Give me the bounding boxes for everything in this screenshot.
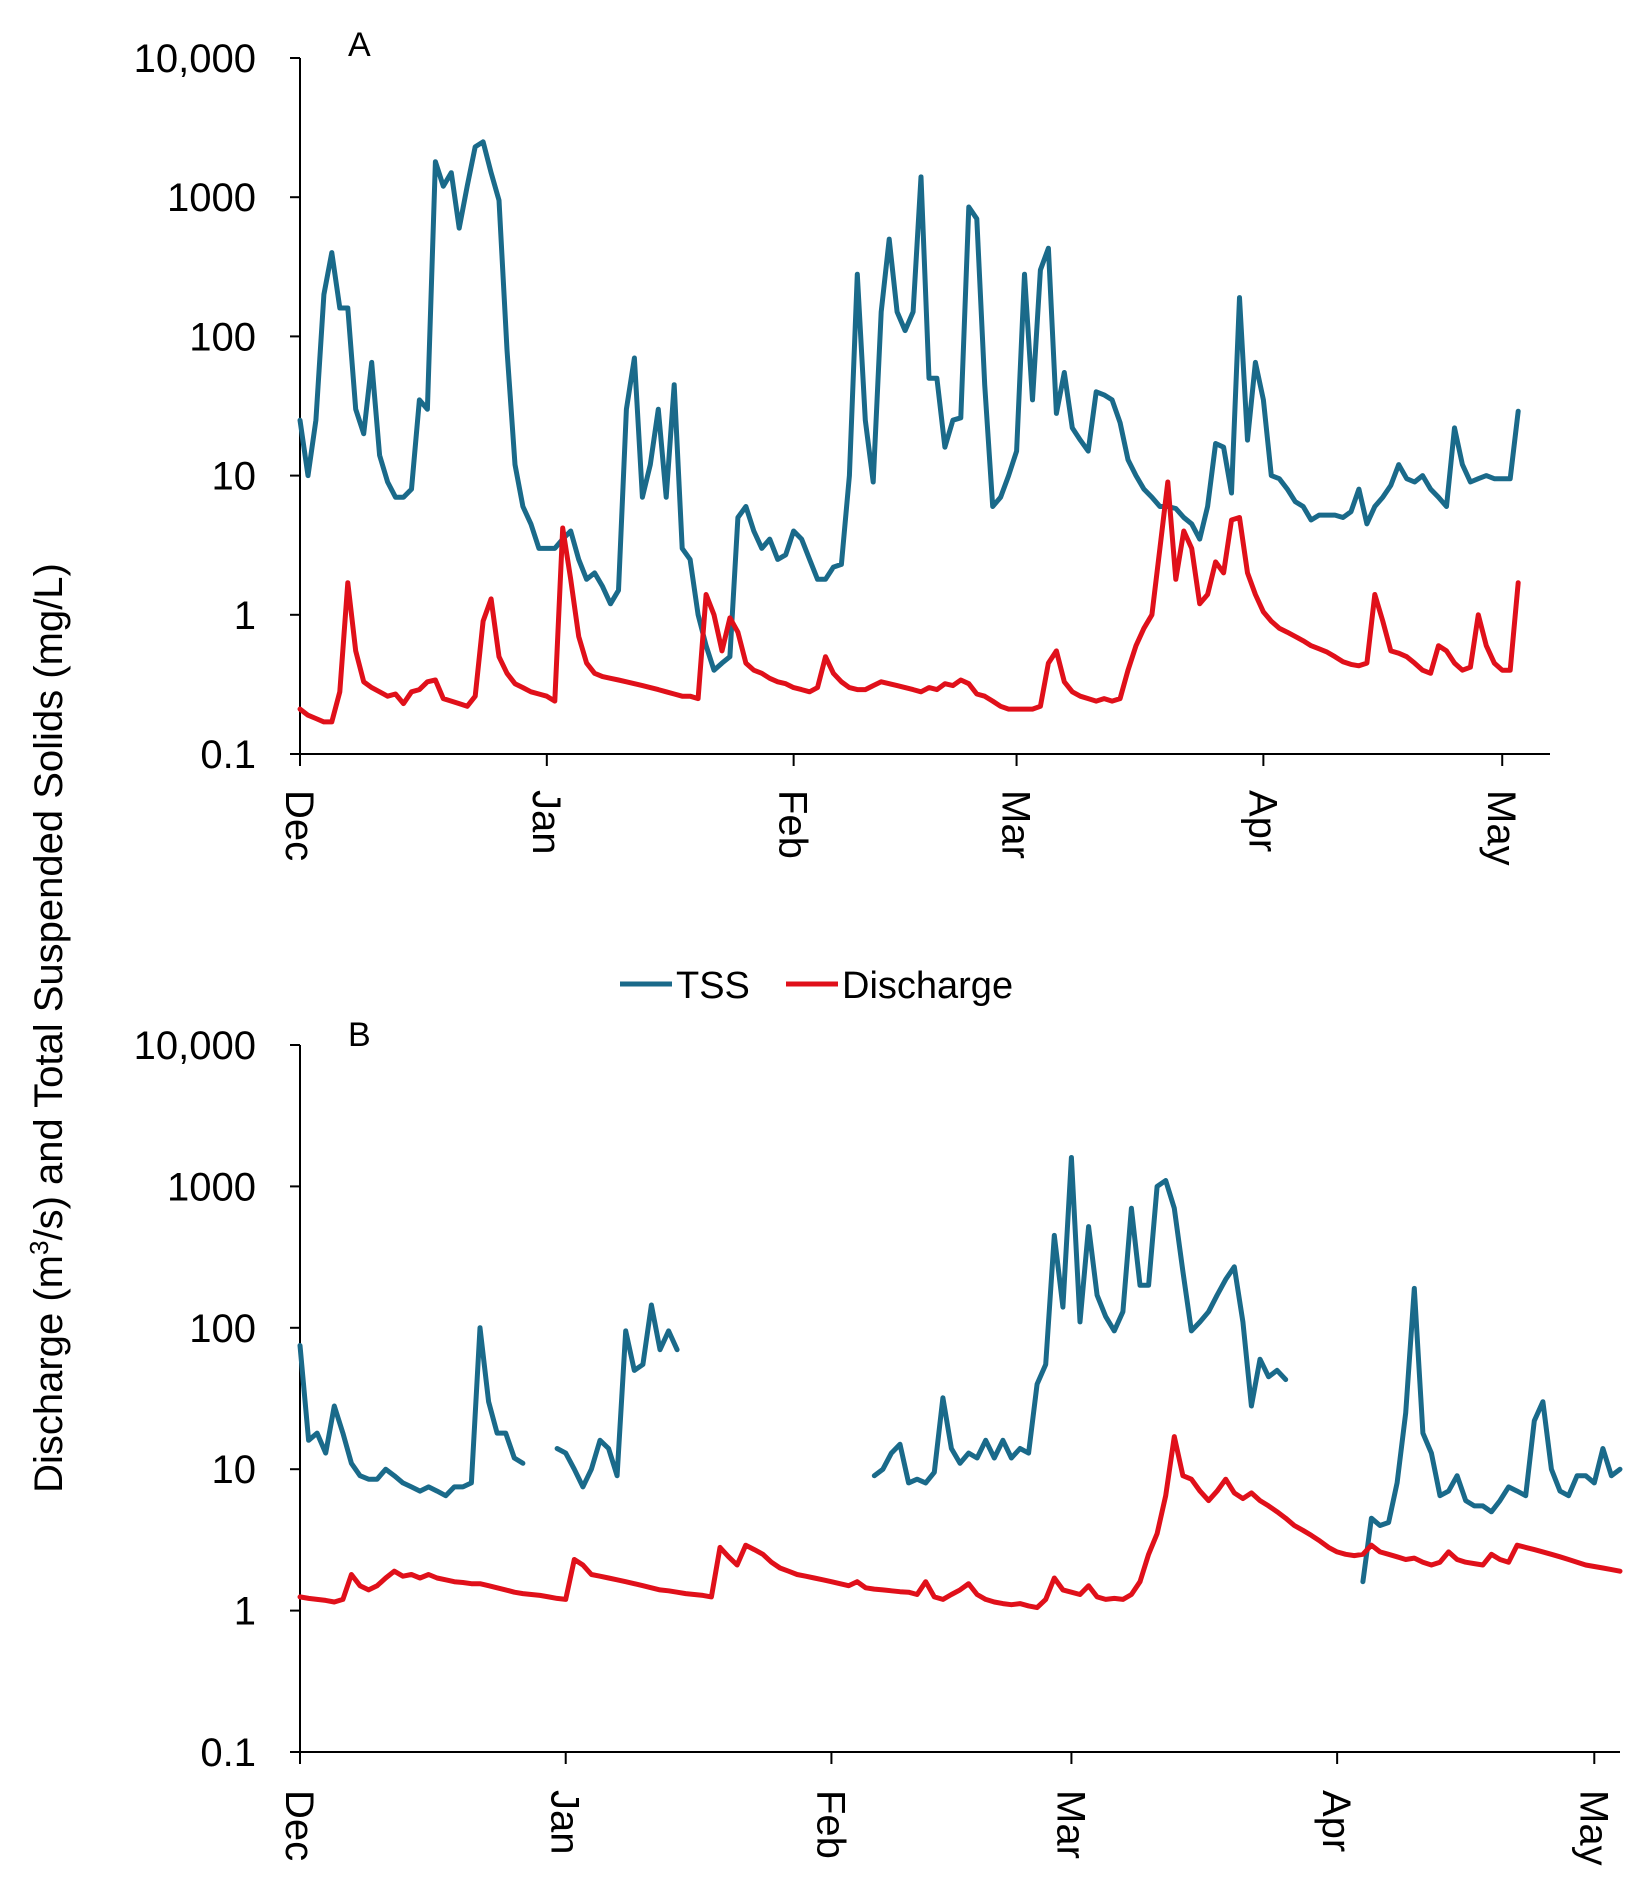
- x-tick-label-b-apr: Apr: [1314, 1790, 1358, 1852]
- series-discharge-line-b-1: [297, 1434, 1623, 1611]
- panel-label-b: B: [348, 1016, 371, 1054]
- panel-label-a: A: [348, 26, 371, 64]
- y-tick-label-b-100: 100: [189, 1307, 256, 1351]
- y-axis-title-part-1: Discharge (m: [27, 1255, 71, 1493]
- y-tick-label-b-1: 1: [234, 1590, 256, 1634]
- series-discharge-line-a-1: [297, 479, 1521, 725]
- x-tick-label-a-may: May: [1479, 790, 1523, 866]
- y-tick-label-a-1000: 1000: [167, 176, 256, 220]
- legend-discharge-label: Discharge: [842, 965, 1013, 1007]
- x-tick-label-b-feb: Feb: [808, 1790, 852, 1859]
- x-tick-label-b-jan: Jan: [543, 1790, 587, 1855]
- series-tss-line-b-3: [871, 1155, 1289, 1486]
- y-tick-label-a-10-000: 10,000: [134, 37, 256, 81]
- x-tick-label-a-jan: Jan: [524, 790, 568, 855]
- y-axis-title-superscript: 3: [24, 1241, 54, 1255]
- y-axis-title: Discharge (m3/s) and Total Suspended Sol…: [24, 563, 71, 1493]
- x-tick-label-a-dec: Dec: [277, 790, 321, 861]
- y-tick-label-b-10: 10: [212, 1448, 257, 1492]
- series-tss-line-a-1: [297, 139, 1521, 673]
- x-tick-label-a-mar: Mar: [994, 790, 1038, 859]
- series-tss-line-b-1: [297, 1325, 526, 1499]
- series-tss-line-b-2: [554, 1302, 680, 1490]
- y-tick-label-b-0-1: 0.1: [200, 1731, 256, 1775]
- y-tick-label-a-1: 1: [234, 594, 256, 638]
- series-tss-line-b-4: [1360, 1285, 1623, 1585]
- panel-a: 0.1 1 10 100 1000 10,000 Dec Jan Feb Mar Apr May A: [134, 26, 1550, 866]
- x-tick-label-b-may: May: [1571, 1790, 1615, 1866]
- y-tick-label-a-10: 10: [212, 455, 257, 499]
- y-tick-label-a-100: 100: [189, 315, 256, 359]
- x-tick-label-a-apr: Apr: [1240, 790, 1284, 852]
- legend-tss-label: TSS: [676, 965, 750, 1007]
- x-tick-label-b-dec: Dec: [277, 1790, 321, 1861]
- panel-b: 0.1 1 10 100 1000 10,000 Dec Jan Feb Mar Apr May B: [134, 1016, 1623, 1866]
- x-tick-label-a-feb: Feb: [771, 790, 815, 859]
- y-tick-label-b-10-000: 10,000: [134, 1024, 256, 1068]
- legend: TSS Discharge: [620, 965, 1013, 1007]
- x-tick-label-b-mar: Mar: [1048, 1790, 1092, 1859]
- y-tick-label-a-0-1: 0.1: [200, 733, 256, 777]
- y-tick-label-b-1000: 1000: [167, 1165, 256, 1209]
- y-axis-title-part-2: /s) and Total Suspended Solids (mg/L): [27, 563, 71, 1240]
